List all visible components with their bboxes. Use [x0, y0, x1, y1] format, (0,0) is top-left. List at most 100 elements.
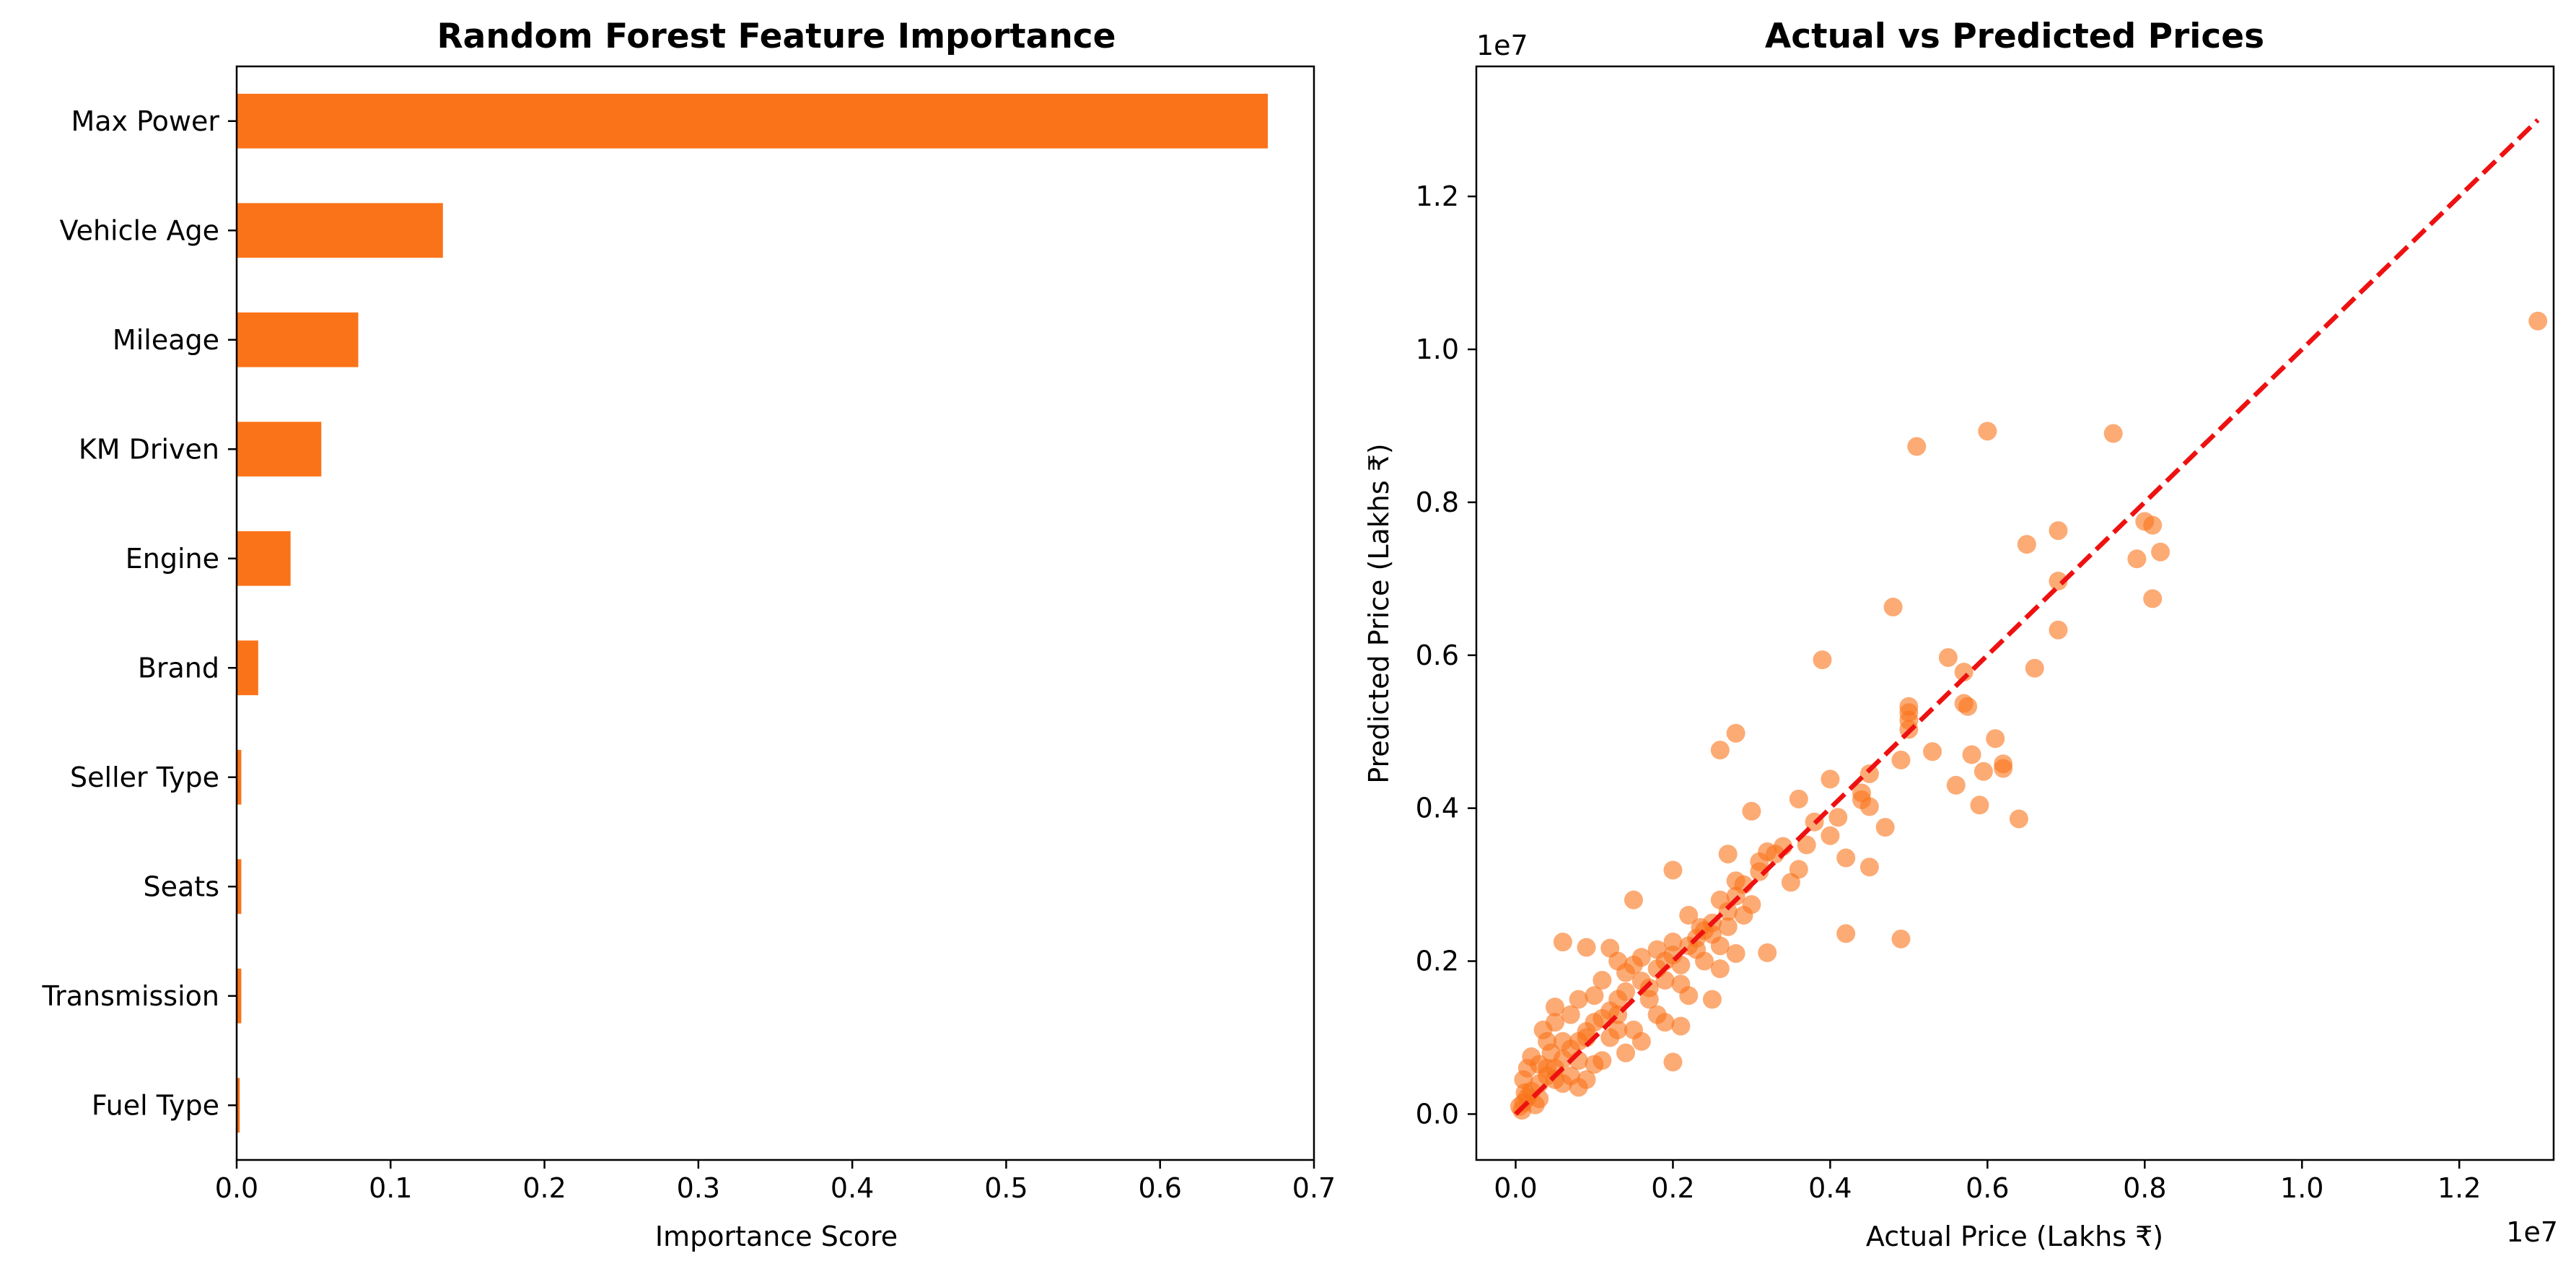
scatter-point	[1553, 933, 1572, 952]
category-label: Fuel Type	[92, 1089, 219, 1121]
bar	[237, 203, 443, 258]
bar-plot-frame	[235, 65, 1315, 1161]
scatter-point	[1616, 1043, 1636, 1063]
scatter-point	[1561, 1005, 1580, 1024]
x-tick-label: 0.5	[984, 1172, 1028, 1204]
scatter-point	[1994, 759, 2013, 778]
x-tick-label: 0.7	[1292, 1172, 1336, 1204]
scatter-point	[1710, 741, 1730, 760]
scatter-point	[1663, 933, 1683, 952]
y-tick-label: 0.6	[1416, 640, 1459, 671]
y-tick-label: 0.0	[1416, 1098, 1459, 1130]
scatter-point	[1973, 762, 1993, 781]
bar-x-axis-label: Importance Score	[655, 1221, 898, 1252]
category-label: KM Driven	[79, 433, 219, 465]
scatter-point	[1533, 1020, 1553, 1039]
scatter-point	[1639, 978, 1659, 998]
scatter-point	[1726, 723, 1745, 743]
scatter-point	[2049, 572, 2068, 591]
scatter-point	[2127, 549, 2147, 569]
bar	[237, 640, 258, 696]
actual-vs-predicted-chart: Actual vs Predicted Prices 0.0 0.2 0.4 0.6 0…	[1363, 17, 2558, 1252]
scatter-point	[1545, 1070, 1564, 1089]
scatter-point	[1758, 943, 1777, 962]
scatter-point	[2103, 424, 2123, 443]
scatter-point	[1938, 647, 1958, 667]
bar	[237, 531, 291, 586]
scatter-point	[2528, 311, 2548, 331]
scatter-point	[1726, 943, 1745, 963]
category-label: Seller Type	[70, 762, 219, 793]
scatter-point	[1821, 826, 1840, 845]
category-label: Engine	[126, 543, 219, 575]
category-label: Brand	[138, 652, 219, 684]
scatter-point	[1962, 745, 1981, 764]
scatter-point	[1766, 845, 1785, 864]
scatter-point	[2151, 542, 2170, 562]
scatter-point	[1781, 873, 1800, 892]
scatter-marks	[1510, 311, 2548, 1120]
y-tick-label: 0.4	[1416, 793, 1459, 824]
scatter-point	[1789, 789, 1808, 808]
bar	[237, 1078, 240, 1133]
x-tick-label: 0.6	[1966, 1172, 2009, 1204]
scatter-point	[1836, 924, 1856, 943]
category-label: Transmission	[42, 980, 219, 1012]
scatter-point	[1569, 990, 1588, 1009]
scatter-point	[1663, 1052, 1683, 1072]
scatter-point	[1718, 917, 1738, 936]
category-label: Max Power	[71, 105, 219, 137]
scatter-point	[1923, 742, 1942, 762]
x-tick-label: 1.2	[2437, 1172, 2481, 1204]
scatter-point	[1883, 598, 1903, 617]
bar-x-ticks: 0.0 0.1 0.2 0.3 0.4 0.5 0.6 0.7	[215, 1160, 1336, 1204]
bar	[237, 93, 1269, 149]
x-tick-label: 0.2	[1651, 1172, 1694, 1204]
scatter-point	[1577, 938, 1596, 957]
scatter-x-ticks: 0.0 0.2 0.4 0.6 0.8 1.0 1.2	[1494, 1160, 2481, 1204]
scatter-point	[1608, 1020, 1628, 1039]
scatter-point	[1813, 650, 1832, 670]
scatter-point	[1859, 858, 1879, 877]
x-tick-label: 1.0	[2280, 1172, 2323, 1204]
scatter-point	[1624, 955, 1643, 974]
scatter-point	[1624, 890, 1643, 909]
x-offset-label: 1e7	[2506, 1216, 2558, 1248]
perfect-prediction-line	[1514, 118, 2540, 1116]
scatter-point	[1946, 775, 1966, 795]
scatter-point	[1891, 929, 1911, 948]
x-tick-label: 0.0	[1494, 1172, 1537, 1204]
y-offset-label: 1e7	[1476, 30, 1528, 61]
scatter-point	[2049, 620, 2068, 640]
bar-category-labels: Max Power Vehicle Age Mileage KM Driven Engi…	[42, 105, 237, 1121]
scatter-point	[1958, 697, 1978, 716]
scatter-point	[1750, 852, 1769, 871]
bar	[237, 968, 242, 1024]
scatter-y-ticks: 0.0 0.2 0.4 0.6 0.8 1.0 1.2	[1416, 180, 1476, 1130]
scatter-point	[1742, 801, 1761, 821]
scatter-point	[1631, 1031, 1651, 1051]
category-label: Vehicle Age	[60, 214, 219, 246]
x-tick-label: 0.4	[1808, 1172, 1852, 1204]
x-tick-label: 0.2	[522, 1172, 566, 1204]
scatter-point	[1718, 902, 1738, 921]
scatter-point	[1655, 951, 1675, 971]
bar	[237, 422, 322, 477]
scatter-point	[2143, 515, 2163, 535]
scatter-point	[1541, 1043, 1561, 1063]
scatter-point	[1907, 437, 1927, 456]
feature-importance-chart: Random Forest Feature Importance Max Pow…	[42, 17, 1336, 1252]
scatter-point	[1593, 971, 1612, 990]
scatter-chart-title: Actual vs Predicted Prices	[1765, 17, 2264, 56]
scatter-point	[2009, 809, 2028, 829]
bar	[237, 859, 242, 915]
x-tick-label: 0.6	[1138, 1172, 1181, 1204]
bar	[237, 749, 242, 805]
scatter-point	[2143, 589, 2163, 608]
scatter-point	[1663, 860, 1683, 880]
scatter-point	[1797, 835, 1816, 855]
scatter-point	[1742, 895, 1761, 915]
scatter-point	[1585, 1055, 1604, 1074]
